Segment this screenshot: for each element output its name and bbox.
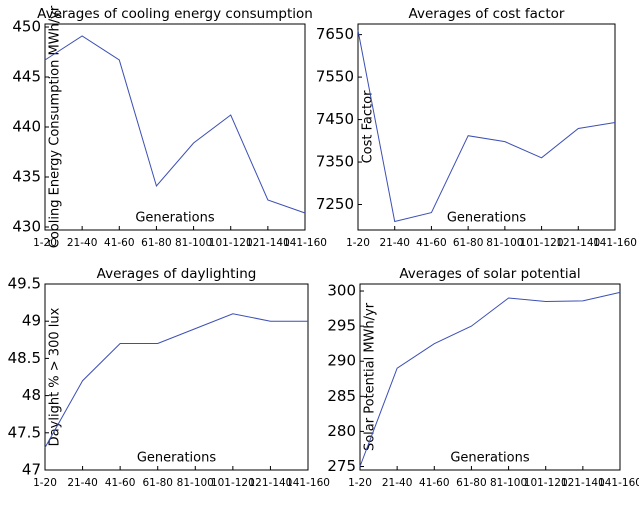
plot-frame [44,283,309,471]
y-tick-label: 435 [12,168,41,186]
data-line [44,313,308,448]
x-tick-label: 121-140 [246,237,290,249]
plot-frame [44,23,306,231]
x-tick-label: 81-100 [177,477,214,489]
x-tick-label: 61-80 [142,477,173,489]
y-tick-label: 290 [327,352,356,370]
x-tick-label: 1-20 [348,477,372,489]
x-tick-label: 101-120 [209,237,253,249]
x-tick-label: 1-20 [33,477,57,489]
x-tick-label: 121-140 [556,237,600,249]
x-tick-label: 141-160 [283,237,327,249]
y-tick-label: 7350 [316,153,354,171]
data-line [359,291,621,467]
x-tick-label: 41-60 [105,477,136,489]
x-tick-label: 101-120 [524,477,568,489]
y-tick-label: 48.5 [8,349,41,367]
y-tick-label: 49.5 [8,275,41,293]
y-tick-label: 430 [12,218,41,236]
y-tick-label: 275 [327,457,356,475]
x-tick-label: 101-120 [211,477,255,489]
chart-title: Averages of daylighting [97,266,257,282]
y-tick-label: 47.5 [8,423,41,441]
y-tick-label: 47 [22,461,41,479]
y-tick-label: 7550 [316,68,354,86]
x-axis-label: Generations [447,211,527,226]
data-line [44,35,306,214]
x-tick-label: 61-80 [453,237,484,249]
y-tick-label: 285 [327,387,356,405]
x-tick-label: 61-80 [141,237,172,249]
y-tick-label: 49 [22,312,41,330]
x-tick-label: 61-80 [456,477,487,489]
x-tick-label: 81-100 [486,237,523,249]
x-tick-label: 121-140 [561,477,605,489]
x-tick-label: 141-160 [286,477,330,489]
x-tick-label: 41-60 [419,477,450,489]
y-tick-label: 280 [327,422,356,440]
plot-frame [357,23,616,231]
x-tick-label: 41-60 [104,237,135,249]
chart-title: Averages of solar potential [399,266,580,282]
x-axis-label: Generations [137,451,217,466]
chart-title: Averages of cooling energy consumption [37,6,313,22]
y-tick-label: 7250 [316,195,354,213]
x-tick-label: 81-100 [175,237,212,249]
y-tick-label: 450 [12,18,41,36]
x-tick-label: 41-60 [416,237,447,249]
data-line [357,30,616,223]
y-tick-label: 445 [12,68,41,86]
x-tick-label: 21-40 [67,237,98,249]
plot-frame [359,283,621,471]
x-tick-label: 1-20 [346,237,370,249]
y-tick-label: 7450 [316,110,354,128]
x-tick-label: 121-140 [248,477,292,489]
y-tick-label: 7650 [316,25,354,43]
y-tick-label: 300 [327,282,356,300]
x-tick-label: 21-40 [67,477,98,489]
x-tick-label: 141-160 [593,237,637,249]
x-tick-label: 81-100 [490,477,527,489]
y-tick-label: 295 [327,317,356,335]
y-axis-label: Cost Factor [361,90,376,163]
x-axis-label: Generations [450,451,530,466]
x-tick-label: 21-40 [382,477,413,489]
x-axis-label: Generations [135,211,215,226]
y-tick-label: 440 [12,118,41,136]
chart-title: Averages of cost factor [409,6,565,22]
x-tick-label: 101-120 [520,237,564,249]
x-tick-label: 21-40 [379,237,410,249]
y-axis-label: Solar Potential MWh/yr [363,302,378,451]
y-axis-label: Cooling Energy Consumption MWh/yr [48,5,63,248]
x-tick-label: 141-160 [598,477,639,489]
x-tick-label: 1-20 [33,237,57,249]
y-axis-label: Daylight % > 300 lux [48,307,63,446]
y-tick-label: 48 [22,386,41,404]
